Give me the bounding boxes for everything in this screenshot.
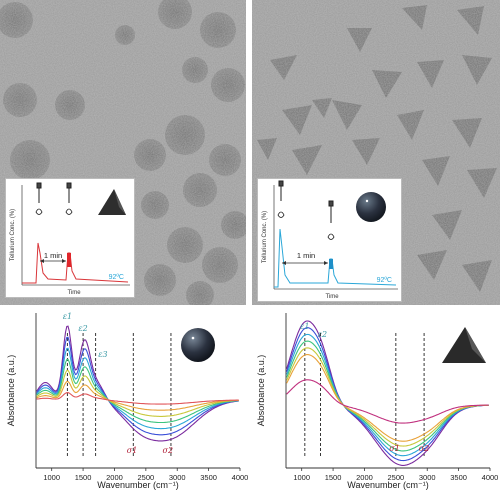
spectrum-series-line <box>36 347 239 430</box>
spectrum-series-line <box>286 340 489 452</box>
tellurium-inset-right: Tellurium Conc. (%) Time 1 min 92ºC <box>257 178 402 302</box>
spectrum-series-line <box>286 379 489 424</box>
syringe-icon <box>327 200 335 240</box>
x-tick-label: 4000 <box>232 473 249 482</box>
epsilon-label: ε1 <box>63 312 72 321</box>
inset-ylabel-left: Tellurium Conc. (%) <box>10 209 16 261</box>
spectrum-series-line <box>36 369 239 417</box>
x-tick-label: 2000 <box>106 473 123 482</box>
spectrum-series-line <box>286 333 489 457</box>
x-tick-label: 3000 <box>419 473 436 482</box>
sphere-icon <box>356 192 386 222</box>
spectrum-series-line <box>36 381 239 411</box>
inset-xlabel-right: Time <box>325 294 339 300</box>
x-tick-label: 1500 <box>75 473 92 482</box>
tellurium-inset-plot-left: Tellurium Conc. (%) Time 1 min 92ºC <box>10 182 130 296</box>
x-tick-label: 2000 <box>356 473 373 482</box>
sphere-highlight <box>191 336 195 340</box>
x-tick-label: 3000 <box>169 473 186 482</box>
x-tick-label: 1000 <box>293 473 310 482</box>
sigma-label: σ2 <box>419 444 430 453</box>
epsilon-label: ε2 <box>78 324 87 333</box>
tellurium-trace-left <box>22 242 129 284</box>
epsilon-label: ε3 <box>98 350 107 359</box>
x-axis-label: Wavenumber (cm⁻¹) <box>97 480 178 490</box>
ir-chart-right: 1000 1500 2000 2500 3000 3500 4000 Wavenumber (… <box>250 305 500 492</box>
tellurium-inset-left: Tellurium Conc. (%) Time 1 min 92ºC <box>5 178 135 298</box>
ir-chart-left-svg: 1000 1500 2000 2500 3000 3500 4000 Wavenumber (… <box>6 312 249 490</box>
sigma-label: σ2 <box>163 446 174 455</box>
spectrum-series-line <box>36 358 239 424</box>
epsilon-label: ε2 <box>318 330 327 339</box>
x-tick-label: 1000 <box>43 473 60 482</box>
spectrum-series-line <box>36 325 239 442</box>
spectrum-series-line <box>36 336 239 436</box>
sigma-label: σ1 <box>389 444 400 453</box>
x-tick-label: 1500 <box>325 473 342 482</box>
injection-marker-left <box>67 253 71 267</box>
temperature-label-right: 92ºC <box>377 277 392 284</box>
inset-ylabel-right: Tellurium Conc. (%) <box>262 211 268 263</box>
y-axis-label: Absorbance (a.u.) <box>256 355 266 427</box>
tellurium-inset-plot-right: Tellurium Conc. (%) Time 1 min 92ºC <box>262 180 398 300</box>
inset-xlabel-left: Time <box>67 290 81 296</box>
syringe-icon <box>277 180 285 218</box>
epsilon-label: ε1 <box>300 322 309 331</box>
spectrum-series-line <box>286 354 489 442</box>
tetrahedron-icon <box>98 189 126 215</box>
ir-chart-right-svg: 1000 1500 2000 2500 3000 3500 4000 Wavenumber (… <box>256 313 499 490</box>
x-tick-label: 2500 <box>138 473 155 482</box>
spectrum-series-line <box>36 392 239 405</box>
tetrahedron-face <box>465 327 486 363</box>
x-tick-label: 3500 <box>450 473 467 482</box>
spectrum-series-line <box>286 347 489 447</box>
x-axis-label: Wavenumber (cm⁻¹) <box>347 480 428 490</box>
spectrum-series-line <box>286 320 489 466</box>
x-tick-label: 2500 <box>388 473 405 482</box>
tem-image-right: Tellurium Conc. (%) Time 1 min 92ºC <box>252 0 500 305</box>
ir-chart-left: 1000 1500 2000 2500 3000 3500 4000 Wavenumber (… <box>0 305 250 492</box>
syringe-icon <box>35 182 43 215</box>
sphere-icon <box>181 328 215 362</box>
spectrum-series-line <box>286 327 489 462</box>
y-axis-label: Absorbance (a.u.) <box>6 355 16 427</box>
interval-label-right: 1 min <box>297 251 315 260</box>
tellurium-trace-right <box>274 228 397 288</box>
temperature-label-left: 92ºC <box>109 274 124 281</box>
injection-marker-right <box>329 259 333 269</box>
tetrahedron-icon <box>442 327 486 363</box>
tem-image-left: Tellurium Conc. (%) Time 1 min 92ºC <box>0 0 246 305</box>
x-tick-label: 3500 <box>200 473 217 482</box>
interval-label-left: 1 min <box>44 251 62 260</box>
sigma-label: σ1 <box>127 446 138 455</box>
x-tick-label: 4000 <box>482 473 499 482</box>
syringe-icon <box>65 182 73 215</box>
